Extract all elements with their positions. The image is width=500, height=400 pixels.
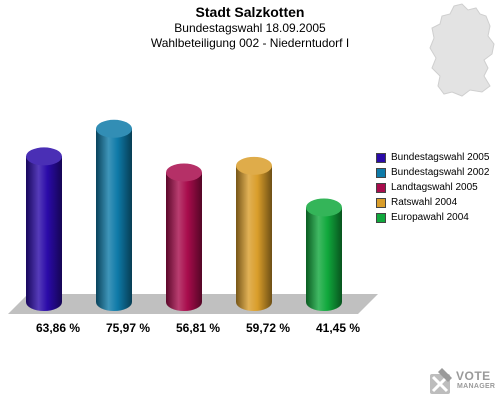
legend-swatch xyxy=(376,182,386,193)
legend-swatch xyxy=(376,197,386,208)
chart-header: Stadt Salzkotten Bundestagswahl 18.09.20… xyxy=(0,4,500,51)
bar-5 xyxy=(306,207,342,311)
bar-1 xyxy=(26,156,62,311)
bar-4-top xyxy=(236,156,272,175)
legend-swatch xyxy=(376,212,386,223)
bar-3 xyxy=(166,172,202,311)
ballot-cross-icon xyxy=(430,368,452,394)
bar-2-top xyxy=(96,119,132,138)
bar-5-top xyxy=(306,198,342,217)
legend-item: Europawahl 2004 xyxy=(376,210,489,225)
legend-label: Ratswahl 2004 xyxy=(391,197,458,208)
legend-swatch xyxy=(376,152,386,163)
legend-label: Bundestagswahl 2005 xyxy=(391,152,490,163)
chart-subtitle-district: Wahlbeteiligung 002 - Niederntudorf I xyxy=(150,36,350,50)
legend-swatch xyxy=(376,167,386,178)
bar-1-value-label: 63,86 % xyxy=(36,321,80,335)
legend-item: Bundestagswahl 2002 xyxy=(376,165,489,180)
chart-title: Stadt Salzkotten xyxy=(195,4,305,20)
bar-3-top xyxy=(166,163,202,182)
legend-label: Bundestagswahl 2002 xyxy=(391,167,490,178)
bar-3-value-label: 56,81 % xyxy=(176,321,220,335)
bar-4 xyxy=(236,165,272,311)
bar-2 xyxy=(96,128,132,311)
bar-2-value-label: 75,97 % xyxy=(106,321,150,335)
vote-manager-watermark: VOTE MANAGER xyxy=(428,366,498,398)
legend-label: Europawahl 2004 xyxy=(391,212,469,223)
chart-subtitle-election: Bundestagswahl 18.09.2005 xyxy=(174,21,326,35)
legend-item: Bundestagswahl 2005 xyxy=(376,150,489,165)
legend-item: Landtagswahl 2005 xyxy=(376,180,489,195)
bar-1-top xyxy=(26,147,62,166)
legend-item: Ratswahl 2004 xyxy=(376,195,489,210)
bar-5-value-label: 41,45 % xyxy=(316,321,360,335)
legend: Bundestagswahl 2005 Bundestagswahl 2002 La… xyxy=(376,150,489,225)
legend-label: Landtagswahl 2005 xyxy=(391,182,478,193)
bar-4-value-label: 59,72 % xyxy=(246,321,290,335)
germany-map-icon xyxy=(429,3,495,97)
watermark-brand-top: VOTE xyxy=(456,369,491,383)
watermark-brand-bottom: MANAGER xyxy=(457,383,496,390)
